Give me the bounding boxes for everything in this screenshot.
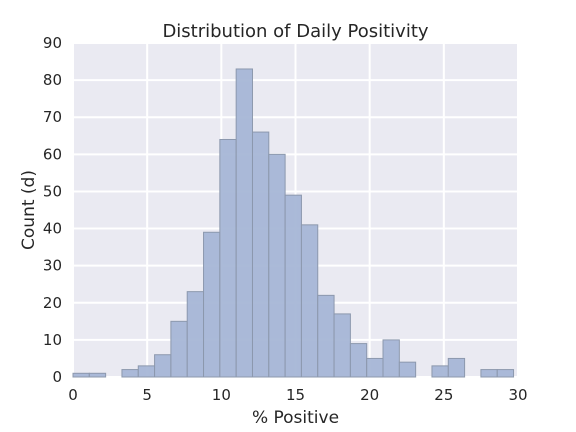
y-axis-ticks: 0 10 20 30 40 50 60 70 80 90 [43, 34, 62, 386]
x-tick-label: 30 [508, 386, 527, 404]
y-axis-label: Count (d) [19, 170, 39, 250]
y-tick-label: 10 [43, 331, 62, 349]
x-tick-label: 15 [286, 386, 305, 404]
x-tick-label: 5 [142, 386, 152, 404]
histogram-bar [398, 361, 417, 378]
y-tick-label: 40 [43, 220, 62, 238]
histogram-bar [284, 194, 302, 378]
histogram-bar [121, 369, 139, 378]
histogram-bar [88, 372, 107, 378]
histogram-bar [349, 343, 368, 378]
histogram-bar [300, 224, 319, 378]
x-tick-label: 25 [434, 386, 453, 404]
histogram-bar [219, 138, 237, 378]
chart-title: Distribution of Daily Positivity [162, 21, 428, 42]
histogram-bar [317, 294, 335, 378]
x-axis-ticks: 0 5 10 15 20 25 30 [68, 386, 527, 404]
histogram-bar [496, 369, 515, 378]
histogram-bar [170, 320, 188, 378]
y-tick-label: 70 [43, 108, 62, 126]
histogram-bar [251, 131, 270, 378]
bars-group [72, 68, 515, 378]
histogram-bar [366, 357, 384, 378]
histogram-bar [268, 153, 286, 378]
y-tick-label: 90 [43, 34, 62, 52]
histogram-bar [333, 313, 351, 378]
y-tick-label: 80 [43, 71, 62, 89]
histogram-bar [137, 365, 156, 378]
histogram-bar [382, 339, 400, 378]
histogram-bar [72, 372, 90, 378]
y-tick-label: 0 [52, 368, 62, 386]
histogram-bar [480, 369, 498, 378]
histogram-bar [235, 68, 253, 378]
histogram-bar [154, 354, 172, 378]
x-tick-label: 10 [212, 386, 231, 404]
y-tick-label: 50 [43, 182, 62, 200]
histogram-bar [447, 357, 466, 378]
x-tick-label: 20 [360, 386, 379, 404]
y-tick-label: 30 [43, 257, 62, 275]
histogram-bar [186, 291, 205, 378]
y-tick-label: 20 [43, 294, 62, 312]
y-tick-label: 60 [43, 145, 62, 163]
x-tick-label: 0 [68, 386, 78, 404]
x-axis-label: % Positive [252, 408, 339, 428]
histogram-bar [431, 365, 449, 378]
histogram-bar [203, 231, 221, 378]
